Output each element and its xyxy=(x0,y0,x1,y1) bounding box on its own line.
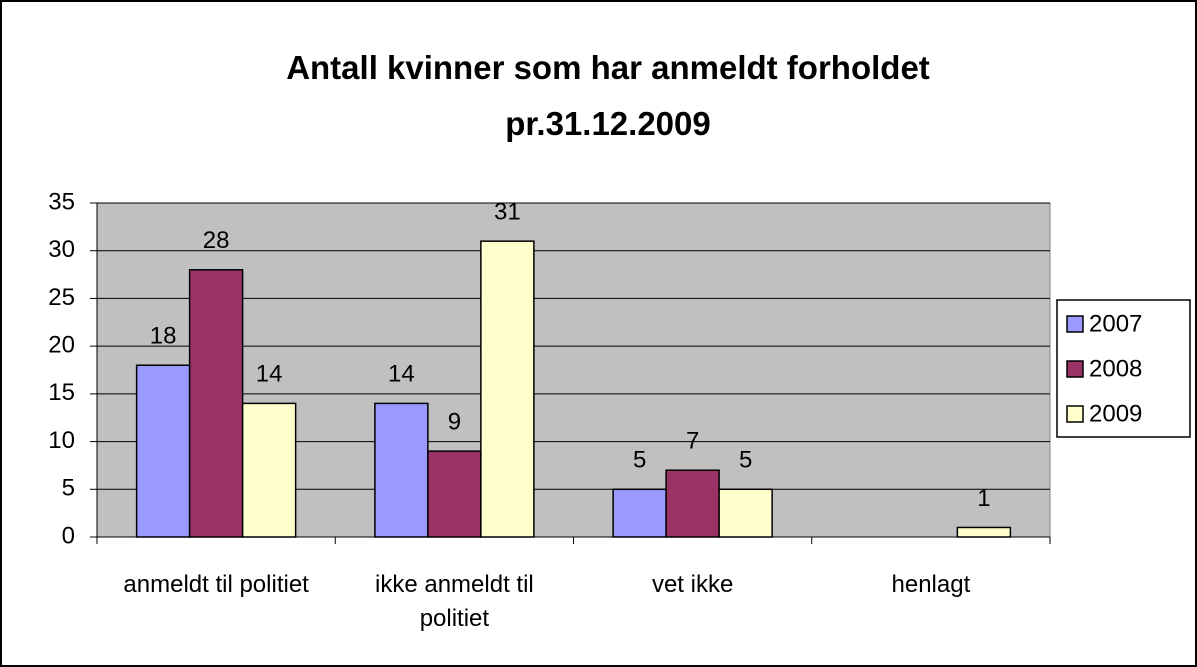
bar xyxy=(135,364,191,538)
x-tick-label: anmeldt til politiet xyxy=(123,571,309,598)
value-label: 14 xyxy=(388,361,415,388)
y-tick-label: 25 xyxy=(48,284,75,311)
x-tick-label: henlagt xyxy=(891,571,971,598)
y-tick-label: 0 xyxy=(62,522,75,549)
bar xyxy=(241,402,297,538)
bar xyxy=(612,488,667,538)
legend-swatch xyxy=(1066,405,1084,423)
legend-label: 2009 xyxy=(1089,400,1142,427)
value-label: 14 xyxy=(256,361,283,388)
value-label: 5 xyxy=(633,447,646,474)
x-tick-label: vet ikke xyxy=(651,571,734,598)
value-label: 31 xyxy=(494,199,521,226)
chart-title: Antall kvinner som har anmeldt forholdet… xyxy=(286,49,930,142)
y-tick-label: 10 xyxy=(48,427,75,454)
value-label: 7 xyxy=(686,428,699,455)
value-label: 18 xyxy=(150,323,177,350)
bar xyxy=(374,402,429,538)
bar xyxy=(480,240,535,538)
y-tick-label: 35 xyxy=(48,188,75,215)
y-tick-label: 15 xyxy=(48,379,75,406)
value-label: 1 xyxy=(977,485,990,512)
legend-label: 2008 xyxy=(1089,355,1142,382)
x-tick-label: ikke anmeldt til politiet xyxy=(375,571,534,632)
value-label: 28 xyxy=(203,227,230,254)
value-label: 5 xyxy=(739,447,752,474)
y-tick-label: 5 xyxy=(62,475,75,502)
bar xyxy=(427,450,482,538)
bar xyxy=(956,526,1012,538)
bar xyxy=(665,469,720,538)
value-label: 9 xyxy=(448,408,461,435)
legend-swatch xyxy=(1066,315,1084,333)
y-tick-label: 30 xyxy=(48,236,75,263)
legend-swatch xyxy=(1066,360,1084,378)
legend-label: 2007 xyxy=(1089,310,1142,337)
bar xyxy=(718,488,773,538)
bar xyxy=(188,269,244,538)
y-tick-label: 20 xyxy=(48,331,75,358)
